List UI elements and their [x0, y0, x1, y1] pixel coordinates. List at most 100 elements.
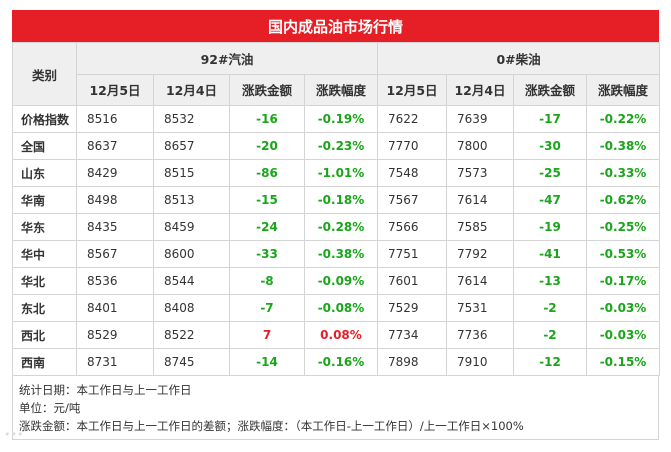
row-label: 全国	[12, 132, 77, 160]
cell-d-today: 7734	[377, 321, 447, 349]
col-header-gasoline-prev: 12月4日	[153, 73, 230, 106]
cell-g-chg: -8	[229, 267, 305, 295]
cell-d-pct: -0.53%	[585, 240, 661, 268]
col-header-diesel-pct: 涨跌幅度	[585, 73, 661, 106]
row-label: 西南	[12, 348, 77, 376]
cell-d-chg: -17	[513, 105, 587, 133]
category-header: 类别	[12, 42, 77, 106]
col-header-gasoline-change: 涨跌金额	[229, 73, 305, 106]
cell-g-prev: 8459	[153, 213, 230, 241]
cell-g-prev: 8515	[153, 159, 230, 187]
table-body: 价格指数 8516 8532 -16 -0.19% 7622 7639 -17 -0.22% 全国…	[12, 105, 661, 376]
cell-g-prev: 8600	[153, 240, 230, 268]
table-row: 全国 8637 8657 -20 -0.23% 7770 7800 -30 -0.38%	[12, 132, 661, 160]
row-label: 山东	[12, 159, 77, 187]
col-header-diesel-prev: 12月4日	[446, 73, 514, 106]
cell-g-pct: -0.23%	[304, 132, 378, 160]
cell-g-pct: -0.16%	[304, 348, 378, 376]
cell-g-pct: -0.38%	[304, 240, 378, 268]
cell-d-chg: -13	[513, 267, 587, 295]
cell-d-chg: -25	[513, 159, 587, 187]
note-definition: 涨跌金额：本工作日与上一工作日的差额；涨跌幅度：（本工作日-上一工作日）/上一工…	[19, 419, 524, 433]
cell-g-today: 8498	[76, 186, 154, 214]
cell-d-prev: 7910	[446, 348, 514, 376]
note-unit: 单位：元/吨	[19, 401, 81, 415]
cell-g-prev: 8522	[153, 321, 230, 349]
cell-d-today: 7770	[377, 132, 447, 160]
table-row: 东北 8401 8408 -7 -0.08% 7529 7531 -2 -0.03%	[12, 294, 661, 322]
cell-g-chg: -16	[229, 105, 305, 133]
cell-d-prev: 7531	[446, 294, 514, 322]
col-header-diesel-today: 12月5日	[377, 73, 447, 106]
cell-d-prev: 7736	[446, 321, 514, 349]
row-label: 华中	[12, 240, 77, 268]
cell-d-pct: -0.25%	[585, 213, 661, 241]
cell-d-pct: -0.33%	[585, 159, 661, 187]
cell-d-today: 7622	[377, 105, 447, 133]
gasoline-group-header: 92#汽油	[76, 42, 378, 75]
row-label: 华北	[12, 267, 77, 295]
table-row: 山东 8429 8515 -86 -1.01% 7548 7573 -25 -0.33%	[12, 159, 661, 187]
cell-d-today: 7898	[377, 348, 447, 376]
table-row: 价格指数 8516 8532 -16 -0.19% 7622 7639 -17 -0.22%	[12, 105, 661, 133]
cell-d-pct: -0.15%	[585, 348, 661, 376]
watermark: •••	[4, 428, 24, 441]
table-row: 华中 8567 8600 -33 -0.38% 7751 7792 -41 -0.53%	[12, 240, 661, 268]
row-label: 价格指数	[12, 105, 77, 133]
price-table: 类别 92#汽油 0#柴油 12月5日 12月4日 涨跌金额 涨跌幅度 12月5…	[12, 42, 661, 376]
table-row: 西南 8731 8745 -14 -0.16% 7898 7910 -12 -0.15%	[12, 348, 661, 376]
cell-d-prev: 7585	[446, 213, 514, 241]
col-header-diesel-change: 涨跌金额	[513, 73, 587, 106]
cell-d-chg: -2	[513, 294, 587, 322]
cell-d-prev: 7800	[446, 132, 514, 160]
cell-d-today: 7548	[377, 159, 447, 187]
row-label: 华南	[12, 186, 77, 214]
cell-d-prev: 7573	[446, 159, 514, 187]
cell-g-chg: 7	[229, 321, 305, 349]
cell-d-pct: -0.38%	[585, 132, 661, 160]
cell-g-pct: -0.28%	[304, 213, 378, 241]
cell-d-chg: -19	[513, 213, 587, 241]
row-label: 西北	[12, 321, 77, 349]
cell-d-prev: 7639	[446, 105, 514, 133]
cell-g-pct: 0.08%	[304, 321, 378, 349]
cell-g-today: 8429	[76, 159, 154, 187]
cell-d-pct: -0.62%	[585, 186, 661, 214]
cell-g-chg: -15	[229, 186, 305, 214]
cell-d-chg: -12	[513, 348, 587, 376]
cell-d-pct: -0.03%	[585, 294, 661, 322]
cell-g-chg: -14	[229, 348, 305, 376]
cell-g-today: 8637	[76, 132, 154, 160]
table-row: 华北 8536 8544 -8 -0.09% 7601 7614 -13 -0.17%	[12, 267, 661, 295]
table-title: 国内成品油市场行情	[12, 10, 659, 42]
cell-g-chg: -33	[229, 240, 305, 268]
cell-g-prev: 8532	[153, 105, 230, 133]
cell-g-today: 8536	[76, 267, 154, 295]
cell-g-today: 8516	[76, 105, 154, 133]
market-table-container: 国内成品油市场行情 类别 92#汽油 0#柴油 12月5日 12月4日 涨跌金额…	[12, 10, 661, 440]
cell-d-pct: -0.22%	[585, 105, 661, 133]
cell-g-today: 8401	[76, 294, 154, 322]
cell-g-prev: 8745	[153, 348, 230, 376]
cell-d-chg: -47	[513, 186, 587, 214]
cell-g-pct: -0.08%	[304, 294, 378, 322]
note-stat-date: 统计日期：本工作日与上一工作日	[19, 383, 192, 397]
cell-d-today: 7751	[377, 240, 447, 268]
cell-d-today: 7566	[377, 213, 447, 241]
cell-d-pct: -0.17%	[585, 267, 661, 295]
col-header-gasoline-pct: 涨跌幅度	[304, 73, 378, 106]
table-row: 西北 8529 8522 7 0.08% 7734 7736 -2 -0.03%	[12, 321, 661, 349]
cell-d-today: 7529	[377, 294, 447, 322]
cell-g-chg: -20	[229, 132, 305, 160]
notes-block: 统计日期：本工作日与上一工作日 单位：元/吨 涨跌金额：本工作日与上一工作日的差…	[12, 376, 659, 440]
cell-g-today: 8529	[76, 321, 154, 349]
cell-g-pct: -0.18%	[304, 186, 378, 214]
cell-g-today: 8567	[76, 240, 154, 268]
cell-d-today: 7601	[377, 267, 447, 295]
cell-d-prev: 7614	[446, 267, 514, 295]
cell-g-chg: -7	[229, 294, 305, 322]
cell-g-prev: 8513	[153, 186, 230, 214]
cell-g-today: 8731	[76, 348, 154, 376]
cell-d-chg: -41	[513, 240, 587, 268]
table-row: 华东 8435 8459 -24 -0.28% 7566 7585 -19 -0.25%	[12, 213, 661, 241]
